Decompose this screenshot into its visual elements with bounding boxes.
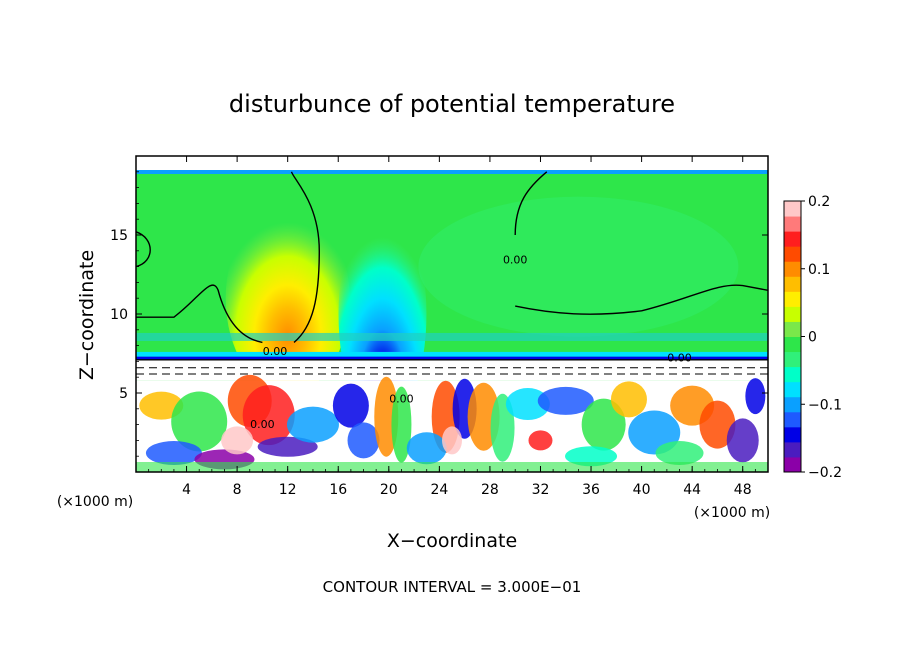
contour-label: 0.00 xyxy=(667,351,692,364)
colorbar-segment xyxy=(784,201,801,217)
x-tick-label: 24 xyxy=(430,482,448,498)
anomaly-cell xyxy=(139,391,184,420)
field-band xyxy=(136,356,768,360)
colorbar-segment xyxy=(784,216,801,232)
field-shading xyxy=(418,196,739,337)
plot-area: 0.00 0.00 0.00 0.00 0.00 xyxy=(136,156,768,472)
colorbar-tick-label: 0.2 xyxy=(808,194,830,210)
anomaly-cell xyxy=(610,381,647,418)
anomaly-cell xyxy=(242,385,295,446)
anomaly-cell xyxy=(406,432,447,465)
contour-label: 0.00 xyxy=(263,345,288,358)
anomaly-cell xyxy=(726,418,759,463)
top-boundary-band xyxy=(136,156,768,170)
colorbar-segment xyxy=(784,381,801,398)
colorbar-segment xyxy=(784,366,801,383)
anomaly-cell xyxy=(655,441,704,466)
colorbar-segment xyxy=(784,426,801,443)
colorbar-segment xyxy=(784,306,801,322)
contour-label: 0.00 xyxy=(250,418,275,431)
colorbar-segment xyxy=(784,321,801,337)
x-tick-label: 32 xyxy=(532,482,550,498)
x-tick-label: 12 xyxy=(279,482,297,498)
colorbar-segment xyxy=(784,441,801,458)
colorbar-segment xyxy=(784,336,801,353)
x-axis-label: X−coordinate xyxy=(387,530,517,552)
x-tick-label: 8 xyxy=(233,482,242,498)
x-tick-label: 20 xyxy=(380,482,398,498)
x-tick-label: 16 xyxy=(329,482,347,498)
x-unit-left: (×1000 m) xyxy=(57,494,133,510)
contour-line xyxy=(136,231,151,268)
contour-label: 0.00 xyxy=(503,253,528,266)
x-tick-label: 48 xyxy=(734,482,752,498)
y-tick-label: 5 xyxy=(119,386,128,402)
x-tick-label: 40 xyxy=(633,482,651,498)
colorbar-segment xyxy=(784,396,801,413)
anomaly-cell xyxy=(391,386,412,463)
field-band xyxy=(136,359,768,381)
top-boundary-band xyxy=(136,170,768,174)
anomaly-cell xyxy=(505,388,550,421)
colorbar-tick-label: 0.1 xyxy=(808,262,830,278)
anomaly-cell xyxy=(221,426,254,455)
colorbar-tick-label: 0 xyxy=(808,330,817,346)
anomaly-cell xyxy=(286,406,339,443)
contour-line xyxy=(136,284,263,344)
colorbar-segment xyxy=(784,291,801,307)
contour-interval-footer: CONTOUR INTERVAL = 3.000E−01 xyxy=(323,578,582,596)
colorbar-segment xyxy=(784,261,801,277)
contour-line xyxy=(514,171,548,236)
x-unit-right: (×1000 m) xyxy=(694,505,770,521)
y-axis: 5 10 15 xyxy=(110,171,768,457)
anomaly-cell xyxy=(145,441,202,466)
x-tick-label: 4 xyxy=(182,482,191,498)
colorbar-tick-label: −0.1 xyxy=(808,397,842,413)
anomaly-cell xyxy=(347,422,380,459)
colorbar-segment xyxy=(784,231,801,247)
x-tick-label: 28 xyxy=(481,482,499,498)
colorbar-segment xyxy=(784,411,801,428)
colorbar-tick-label: −0.2 xyxy=(808,465,842,481)
anomaly-cell xyxy=(699,400,736,449)
anomaly-cell xyxy=(537,386,594,415)
anomaly-cell xyxy=(581,398,626,451)
anomaly-cell xyxy=(257,436,318,457)
field-band xyxy=(136,332,768,341)
x-tick-label: 36 xyxy=(582,482,600,498)
field-band xyxy=(136,351,768,357)
anomaly-cell xyxy=(332,383,369,428)
y-tick-label: 15 xyxy=(110,228,128,244)
y-tick-label: 10 xyxy=(110,307,128,323)
colorbar: 0.2 0.1 0 −0.1 −0.2 xyxy=(783,194,842,481)
colorbar-segment xyxy=(784,351,801,368)
colorbar-segment xyxy=(784,456,801,473)
contour-label: 0.00 xyxy=(389,392,414,405)
x-axis: 4 8 12 16 20 24 28 32 36 40 44 48 xyxy=(148,156,756,498)
x-tick-label: 44 xyxy=(683,482,701,498)
contour-line xyxy=(290,171,320,343)
field-band xyxy=(136,462,768,472)
anomaly-cell xyxy=(171,391,228,452)
chart-title: disturbunce of potential temperature xyxy=(229,90,675,118)
y-axis-label: Z−coordinate xyxy=(76,250,98,380)
anomaly-cell xyxy=(528,430,553,451)
colorbar-segment xyxy=(784,246,801,262)
anomaly-cell xyxy=(745,378,766,415)
anomaly-cell xyxy=(565,446,618,467)
anomaly-cell xyxy=(442,426,462,455)
contour-line xyxy=(515,284,768,315)
colorbar-segment xyxy=(784,276,801,292)
